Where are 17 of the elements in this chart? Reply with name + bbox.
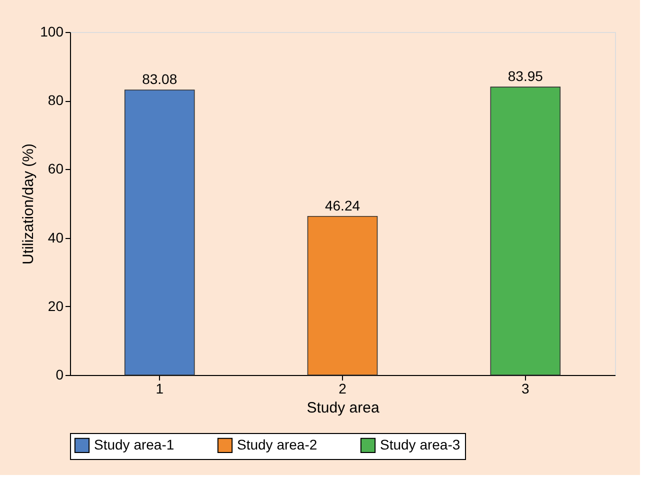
y-tick-label: 60 <box>48 160 64 177</box>
y-tick-label: 80 <box>48 92 64 108</box>
legend-label: Study area-1 <box>94 436 174 452</box>
y-tick-label: 0 <box>56 366 64 382</box>
data-label: 46.24 <box>324 197 360 214</box>
x-axis-title: Study area <box>306 400 380 416</box>
y-tick-label: 100 <box>40 24 64 40</box>
x-tick-label: 1 <box>156 380 164 396</box>
legend-label: Study area-2 <box>237 436 318 452</box>
x-tick-label: 3 <box>521 380 530 396</box>
data-label: 83.08 <box>142 71 178 88</box>
data-label: 83.95 <box>508 68 544 84</box>
y-tick-label: 40 <box>48 229 64 246</box>
legend-label: Study area-3 <box>380 436 460 452</box>
x-tick-label: 2 <box>338 380 347 396</box>
y-tick-label: 20 <box>48 298 64 314</box>
y-axis-title: Utilization/day (%) <box>20 144 38 264</box>
